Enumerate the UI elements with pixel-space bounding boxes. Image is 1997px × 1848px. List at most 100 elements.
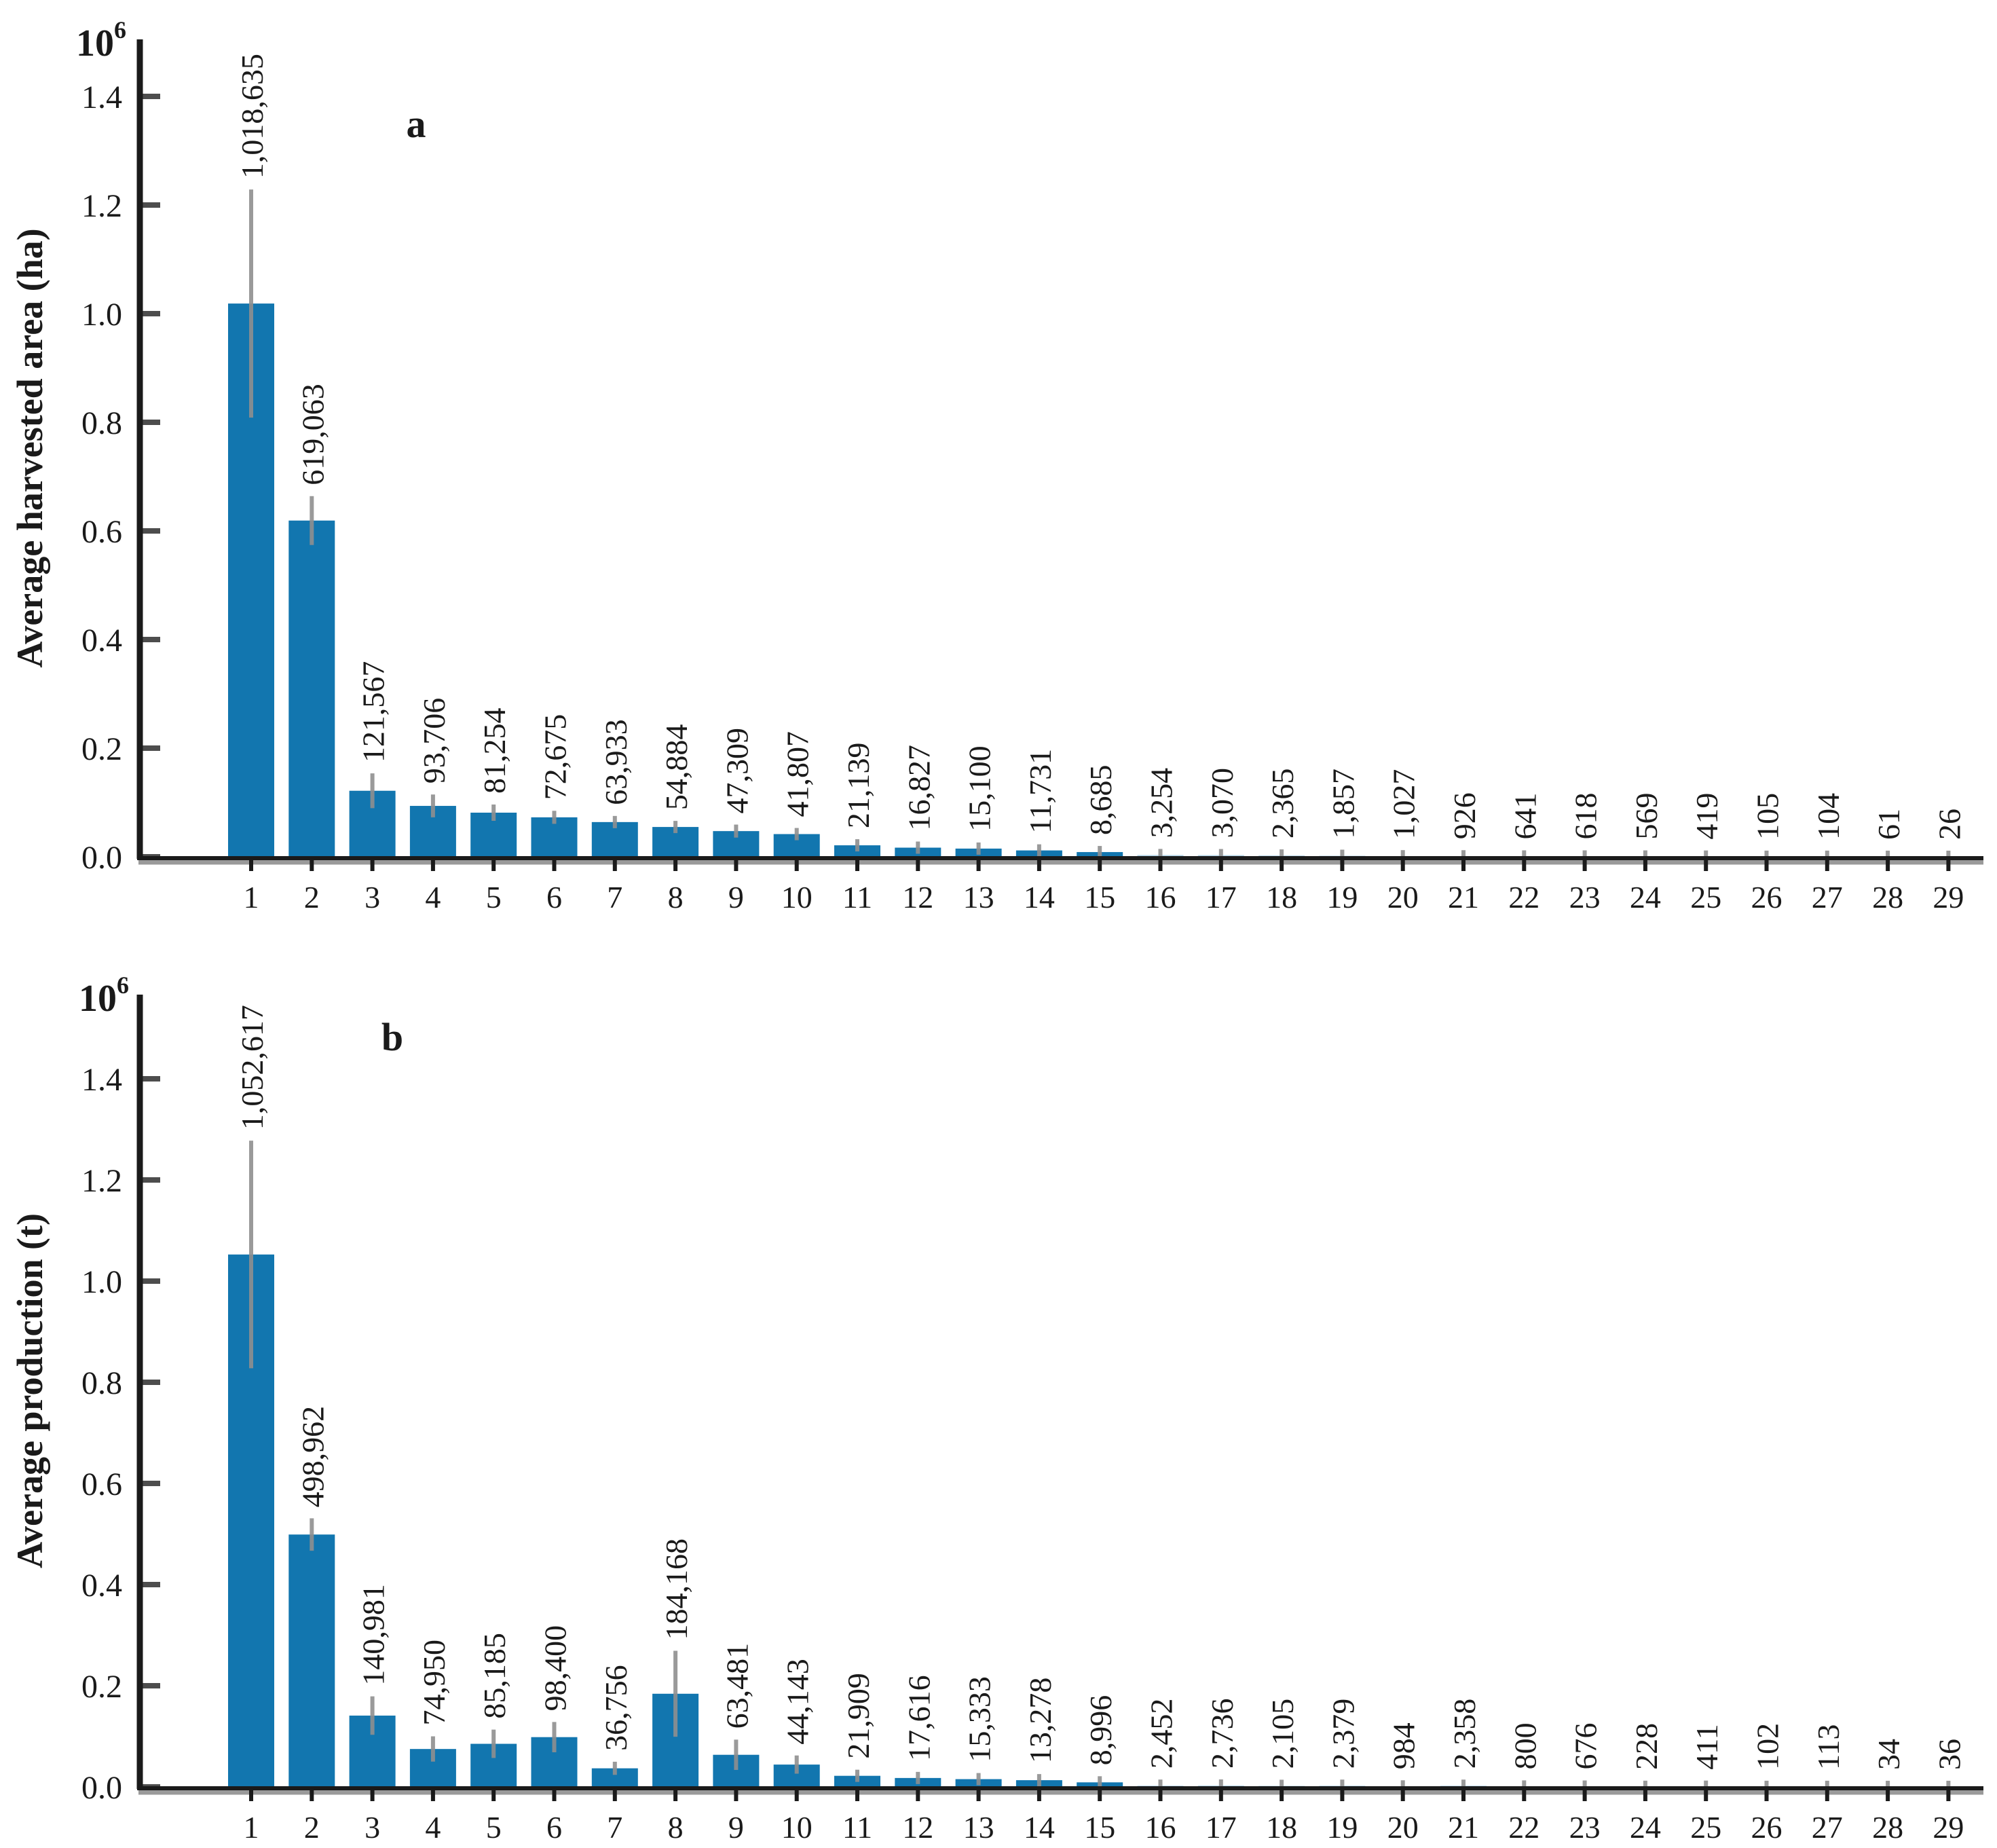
bar-value-label: 21,139 bbox=[841, 743, 876, 829]
panel-letter-b: b bbox=[381, 1015, 403, 1059]
x-tick-label: 1 bbox=[244, 1810, 259, 1845]
bar-value-label: 11,731 bbox=[1023, 749, 1058, 834]
bar-value-label: 81,254 bbox=[477, 707, 512, 794]
y-tick-label: 0.4 bbox=[81, 623, 122, 659]
bar-value-label: 104 bbox=[1811, 793, 1846, 840]
y-tick-label: 0.0 bbox=[81, 1770, 122, 1806]
x-tick-label: 7 bbox=[607, 880, 622, 914]
bar-value-label: 44,143 bbox=[781, 1659, 815, 1745]
y-tick-label: 1.4 bbox=[81, 1062, 122, 1098]
bar-value-label: 569 bbox=[1629, 793, 1664, 840]
x-tick-label: 27 bbox=[1812, 1810, 1843, 1845]
y-tick-label: 1.0 bbox=[81, 297, 122, 333]
bar-value-label: 2,105 bbox=[1265, 1699, 1300, 1769]
x-tick-label: 22 bbox=[1508, 1810, 1539, 1845]
x-tick-label: 14 bbox=[1024, 1810, 1055, 1845]
x-tick-label: 24 bbox=[1630, 1810, 1661, 1845]
bar-value-label: 1,018,635 bbox=[235, 54, 269, 179]
x-tick-label: 19 bbox=[1326, 1810, 1358, 1845]
bar-value-label: 26 bbox=[1932, 809, 1966, 840]
bar-b-2 bbox=[288, 1534, 335, 1787]
x-tick-label: 5 bbox=[486, 880, 502, 914]
x-tick-label: 8 bbox=[668, 1810, 684, 1845]
bar-value-label: 800 bbox=[1508, 1722, 1542, 1769]
bar-a-2 bbox=[288, 520, 335, 857]
bar-value-label: 93,706 bbox=[417, 698, 451, 784]
x-tick-label: 29 bbox=[1933, 880, 1964, 914]
x-tick-label: 29 bbox=[1933, 1810, 1964, 1845]
panel-letter-a: a bbox=[407, 102, 426, 146]
x-tick-label: 9 bbox=[728, 880, 744, 914]
bar-value-label: 36,756 bbox=[599, 1665, 633, 1751]
y-axis-title: Average harvested area (ha) bbox=[10, 228, 50, 667]
y-tick-label: 1.0 bbox=[81, 1264, 122, 1300]
x-tick-label: 10 bbox=[781, 1810, 813, 1845]
bar-value-label: 228 bbox=[1629, 1723, 1664, 1770]
bar-value-label: 15,100 bbox=[963, 745, 997, 832]
x-tick-label: 1 bbox=[244, 880, 259, 914]
x-tick-label: 7 bbox=[607, 1810, 622, 1845]
x-tick-label: 23 bbox=[1569, 880, 1601, 914]
bar-value-label: 926 bbox=[1447, 792, 1482, 839]
x-tick-label: 20 bbox=[1387, 880, 1419, 914]
bar-value-label: 1,052,617 bbox=[235, 1005, 269, 1130]
bar-value-label: 676 bbox=[1569, 1722, 1603, 1769]
x-tick-label: 24 bbox=[1630, 880, 1661, 914]
x-tick-label: 25 bbox=[1690, 1810, 1721, 1845]
bar-value-label: 3,070 bbox=[1205, 768, 1239, 838]
x-tick-label: 20 bbox=[1387, 1810, 1419, 1845]
bar-value-label: 498,962 bbox=[295, 1406, 330, 1508]
x-tick-label: 16 bbox=[1145, 880, 1176, 914]
x-tick-label: 26 bbox=[1751, 880, 1783, 914]
bar-value-label: 61 bbox=[1871, 809, 1906, 840]
bar-value-label: 85,185 bbox=[477, 1633, 512, 1719]
x-tick-label: 2 bbox=[304, 880, 320, 914]
x-tick-label: 6 bbox=[546, 880, 562, 914]
x-tick-label: 4 bbox=[425, 1810, 441, 1845]
y-tick-label: 1.2 bbox=[81, 188, 122, 224]
panel-b: 1,052,617 1 498,962 2 140,981 3 74,950 4 85,185 5… bbox=[10, 972, 1983, 1845]
bar-value-label: 140,981 bbox=[356, 1584, 391, 1686]
x-tick-label: 23 bbox=[1569, 1810, 1601, 1845]
bar-value-label: 121,567 bbox=[356, 661, 391, 763]
y-tick-label: 0.0 bbox=[81, 840, 122, 876]
x-tick-label: 21 bbox=[1448, 1810, 1479, 1845]
y-scale-label: 106 bbox=[76, 16, 126, 64]
y-axis-title: Average production (t) bbox=[10, 1213, 50, 1568]
x-tick-label: 26 bbox=[1751, 1810, 1783, 1845]
bar-value-label: 984 bbox=[1387, 1722, 1421, 1769]
x-tick-label: 27 bbox=[1812, 880, 1843, 914]
bar-value-label: 54,884 bbox=[659, 724, 694, 811]
x-tick-label: 4 bbox=[425, 880, 441, 914]
bar-value-label: 16,827 bbox=[901, 745, 936, 831]
y-tick-label: 0.8 bbox=[81, 405, 122, 441]
bar-value-label: 619,063 bbox=[295, 384, 330, 485]
bar-value-label: 63,481 bbox=[720, 1643, 754, 1729]
x-tick-label: 19 bbox=[1326, 880, 1358, 914]
y-tick-label: 0.6 bbox=[81, 1466, 122, 1502]
y-tick-label: 1.4 bbox=[81, 79, 122, 115]
bar-value-label: 8,996 bbox=[1083, 1695, 1118, 1766]
y-tick-label: 0.2 bbox=[81, 1669, 122, 1705]
bar-value-label: 15,333 bbox=[963, 1676, 997, 1762]
x-tick-label: 9 bbox=[728, 1810, 744, 1845]
x-tick-label: 12 bbox=[902, 1810, 933, 1845]
bar-value-label: 105 bbox=[1751, 793, 1785, 840]
x-tick-label: 28 bbox=[1872, 880, 1903, 914]
bar-value-label: 41,807 bbox=[781, 731, 815, 817]
bar-value-label: 1,857 bbox=[1326, 769, 1360, 839]
y-tick-label: 0.2 bbox=[81, 731, 122, 767]
bar-value-label: 2,365 bbox=[1265, 769, 1300, 839]
x-tick-label: 25 bbox=[1690, 880, 1721, 914]
bar-value-label: 47,309 bbox=[720, 728, 754, 814]
bar-a-6 bbox=[531, 817, 578, 857]
bar-value-label: 34 bbox=[1871, 1739, 1906, 1770]
bar-value-label: 8,685 bbox=[1083, 765, 1118, 836]
bar-value-label: 3,254 bbox=[1144, 768, 1179, 838]
y-tick-label: 0.4 bbox=[81, 1568, 122, 1604]
x-tick-label: 8 bbox=[668, 880, 684, 914]
bar-value-label: 1,027 bbox=[1387, 769, 1421, 840]
x-tick-label: 2 bbox=[304, 1810, 320, 1845]
bar-value-label: 2,358 bbox=[1447, 1699, 1482, 1769]
